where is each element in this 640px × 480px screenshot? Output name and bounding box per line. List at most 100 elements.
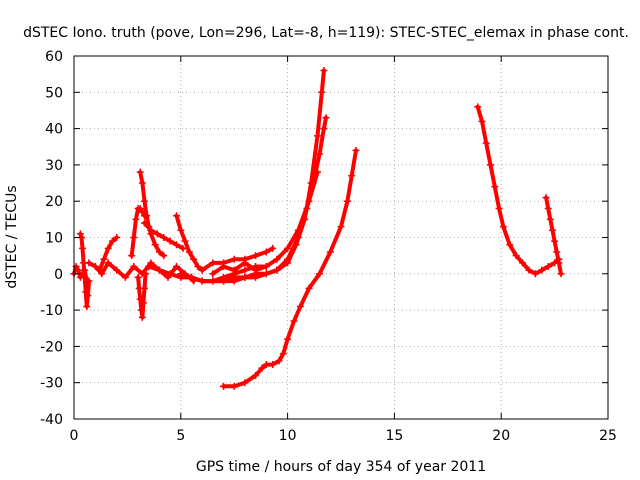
data-point: [138, 313, 146, 321]
x-tick-label: 20: [492, 428, 510, 444]
y-tick-label: -10: [40, 303, 63, 319]
data-point: [194, 263, 202, 271]
data-point: [108, 237, 116, 245]
data-point: [113, 266, 121, 274]
data-point: [85, 277, 93, 285]
data-point: [100, 255, 108, 263]
data-point: [166, 237, 174, 245]
series-4: [96, 234, 121, 274]
data-point: [140, 197, 148, 205]
data-point: [262, 263, 270, 271]
data-point: [258, 364, 266, 372]
data-point: [98, 270, 106, 278]
data-point: [74, 266, 82, 274]
data-point: [296, 302, 304, 310]
data-point: [134, 273, 142, 281]
data-point: [96, 266, 104, 274]
data-point: [495, 204, 503, 212]
data-point: [151, 241, 159, 249]
data-point: [538, 266, 546, 274]
data-point: [230, 382, 238, 390]
data-point: [220, 382, 228, 390]
data-point: [79, 244, 87, 252]
data-point: [84, 292, 92, 300]
data-point: [506, 241, 514, 249]
data-point: [136, 204, 144, 212]
data-point: [147, 226, 155, 234]
data-point: [553, 248, 561, 256]
data-point: [83, 302, 91, 310]
data-point: [555, 259, 563, 267]
data-point: [348, 172, 356, 180]
series-8: [140, 219, 187, 252]
y-tick-label: 30: [45, 158, 63, 174]
data-point: [140, 284, 148, 292]
y-tick-label: 60: [45, 49, 63, 65]
data-point: [320, 67, 328, 75]
data-point: [209, 277, 217, 285]
data-point: [104, 259, 112, 267]
series-6: [134, 270, 150, 321]
data-point: [544, 263, 552, 271]
data-point: [284, 244, 292, 252]
data-point: [262, 270, 270, 278]
data-point: [474, 103, 482, 111]
data-point: [143, 212, 151, 220]
x-axis-label: GPS time / hours of day 354 of year 2011: [196, 459, 486, 475]
data-point: [139, 299, 147, 307]
data-point: [173, 263, 181, 271]
data-point: [137, 306, 145, 314]
data-point: [314, 132, 322, 140]
data-point: [220, 263, 228, 271]
series-line: [475, 104, 561, 276]
data-point: [512, 252, 520, 260]
data-point: [155, 248, 163, 256]
data-point: [230, 255, 238, 263]
data-point: [322, 114, 330, 122]
data-point: [273, 255, 281, 263]
data-point: [519, 259, 527, 267]
data-point: [557, 270, 565, 278]
y-tick-label: -30: [40, 376, 63, 392]
data-point: [482, 139, 490, 147]
data-point: [138, 179, 146, 187]
y-tick-label: 10: [45, 231, 63, 247]
data-point: [499, 223, 507, 231]
data-point: [76, 230, 84, 238]
data-point: [241, 379, 249, 387]
data-point: [155, 266, 163, 274]
data-point: [198, 277, 206, 285]
data-point: [130, 263, 138, 271]
axis-ticks: 0 5 10 15 20 25 -40 -30 -20 -10 0 10 20 30 40 50 60: [40, 49, 617, 444]
data-point: [173, 241, 181, 249]
data-point: [121, 273, 129, 281]
y-tick-label: -20: [40, 339, 63, 355]
data-point: [179, 244, 187, 252]
data-point: [190, 255, 198, 263]
data-point: [185, 248, 193, 256]
data-point: [177, 270, 185, 278]
data-point: [160, 234, 168, 241]
data-point: [318, 88, 326, 96]
data-point: [130, 234, 138, 241]
data-point: [252, 266, 260, 274]
x-tick-label: 15: [385, 428, 403, 444]
data-point: [542, 194, 550, 202]
y-tick-label: 50: [45, 85, 63, 101]
data-point: [262, 361, 270, 369]
data-point: [113, 234, 121, 241]
data-point: [85, 259, 93, 267]
data-point: [230, 266, 238, 274]
data-point: [181, 237, 189, 245]
data-point: [551, 237, 559, 245]
data-point: [269, 244, 277, 252]
data-point: [320, 125, 328, 133]
data-point: [316, 150, 324, 158]
chart-title: dSTEC Iono. truth (pove, Lon=296, Lat=-8…: [23, 25, 629, 41]
y-tick-label: 20: [45, 194, 63, 210]
x-tick-label: 0: [70, 428, 79, 444]
data-point: [326, 248, 334, 256]
series-line: [87, 260, 196, 284]
data-point: [316, 270, 324, 278]
